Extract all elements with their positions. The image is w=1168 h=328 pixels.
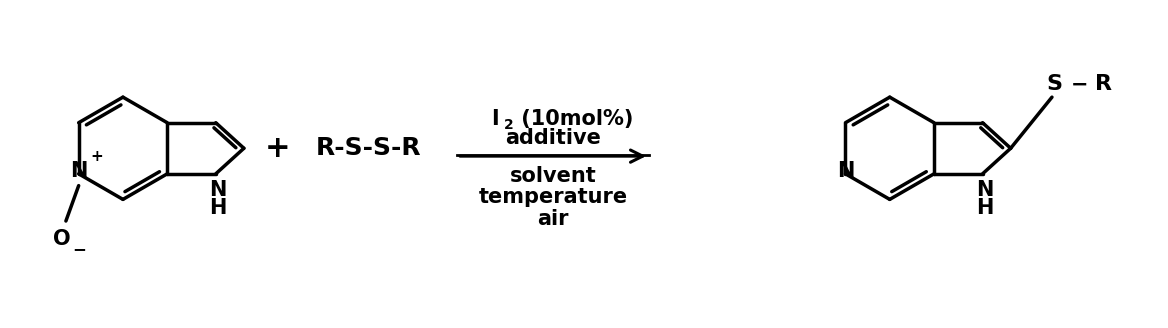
Text: −: − — [1071, 74, 1089, 94]
Text: +: + — [264, 134, 290, 163]
Text: I: I — [492, 109, 499, 129]
Text: N: N — [209, 179, 227, 199]
Text: additive: additive — [505, 129, 602, 149]
Text: (10mol%): (10mol%) — [514, 109, 633, 129]
Text: air: air — [537, 209, 569, 229]
Text: R-S-S-R: R-S-S-R — [315, 136, 422, 160]
Text: N: N — [975, 179, 993, 199]
Text: S: S — [1045, 74, 1062, 94]
Text: +: + — [90, 149, 103, 164]
Text: temperature: temperature — [479, 187, 627, 207]
Text: N: N — [70, 161, 88, 181]
Text: O: O — [54, 229, 71, 249]
Text: H: H — [209, 198, 227, 218]
Text: solvent: solvent — [509, 166, 597, 186]
Text: 2: 2 — [503, 118, 514, 132]
Text: −: − — [72, 239, 86, 257]
Text: N: N — [836, 161, 854, 181]
Text: R: R — [1094, 74, 1112, 94]
Text: H: H — [975, 198, 993, 218]
